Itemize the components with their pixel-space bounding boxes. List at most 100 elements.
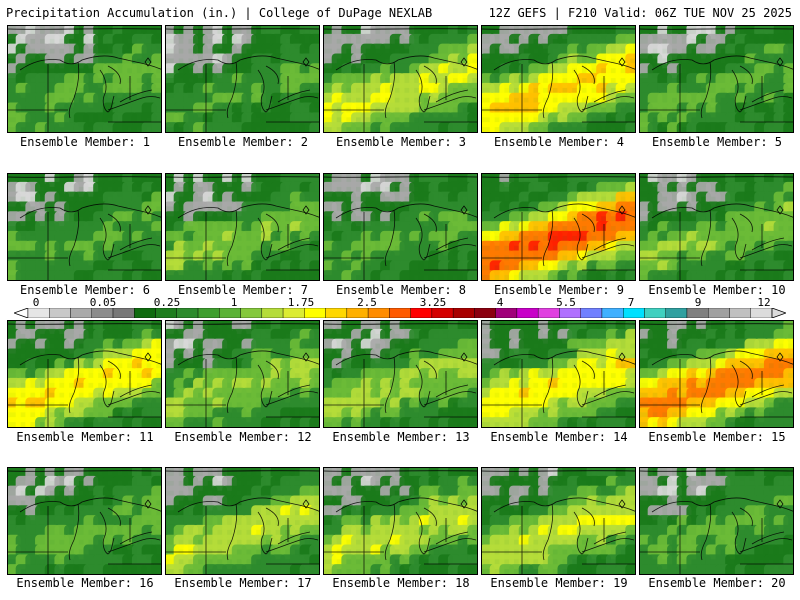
precipitation-map bbox=[482, 321, 635, 427]
colorbar-bin bbox=[325, 308, 348, 318]
colorbar-tick-label: 9 bbox=[694, 296, 702, 309]
member-caption: Ensemble Member: 19 bbox=[490, 576, 628, 590]
precipitation-map bbox=[482, 26, 635, 132]
member-caption: Ensemble Member: 10 bbox=[648, 283, 786, 297]
precipitation-map bbox=[166, 468, 319, 574]
colorbar-bin bbox=[516, 308, 539, 318]
precipitation-map bbox=[640, 468, 793, 574]
ensemble-panel bbox=[323, 173, 478, 281]
colorbar-bin bbox=[367, 308, 390, 318]
colorbar-bin bbox=[27, 308, 50, 318]
colorbar-bin bbox=[665, 308, 688, 318]
colorbar-bin bbox=[70, 308, 92, 318]
ensemble-panel bbox=[323, 25, 478, 133]
precipitation-map bbox=[640, 174, 793, 280]
ensemble-panel bbox=[639, 25, 794, 133]
colorbar-tick-label: 12 bbox=[757, 296, 771, 309]
member-caption: Ensemble Member: 16 bbox=[16, 576, 154, 590]
colorbar-bin bbox=[155, 308, 178, 318]
precipitation-map bbox=[324, 174, 477, 280]
ensemble-panel bbox=[7, 25, 162, 133]
ensemble-panel bbox=[7, 467, 162, 575]
precipitation-map bbox=[640, 321, 793, 427]
colorbar-bin bbox=[623, 308, 645, 318]
member-caption: Ensemble Member: 11 bbox=[16, 430, 154, 444]
colorbar bbox=[14, 308, 786, 318]
member-caption: Ensemble Member: 4 bbox=[493, 135, 625, 149]
ensemble-panel bbox=[165, 320, 320, 428]
ensemble-panel bbox=[639, 467, 794, 575]
colorbar-tick-label: 4 bbox=[496, 296, 504, 309]
colorbar-tick-label: 5.5 bbox=[556, 296, 576, 309]
member-caption: Ensemble Member: 5 bbox=[651, 135, 783, 149]
member-caption: Ensemble Member: 12 bbox=[174, 430, 312, 444]
precipitation-map bbox=[8, 26, 161, 132]
colorbar-tick-label: 1.75 bbox=[287, 296, 315, 309]
ensemble-panel bbox=[7, 320, 162, 428]
colorbar-bin bbox=[112, 308, 135, 318]
member-caption: Ensemble Member: 9 bbox=[493, 283, 625, 297]
colorbar-bin bbox=[176, 308, 199, 318]
precipitation-map bbox=[640, 26, 793, 132]
precipitation-map bbox=[166, 174, 319, 280]
ensemble-panel bbox=[323, 467, 478, 575]
colorbar-bin bbox=[91, 308, 114, 318]
colorbar-tick-label: 3.25 bbox=[419, 296, 447, 309]
ensemble-panel bbox=[481, 173, 636, 281]
colorbar-bin bbox=[537, 308, 560, 318]
ensemble-panel bbox=[165, 467, 320, 575]
colorbar-bin bbox=[580, 308, 603, 318]
ensemble-panel bbox=[639, 173, 794, 281]
member-caption: Ensemble Member: 20 bbox=[648, 576, 786, 590]
ensemble-panel bbox=[7, 173, 162, 281]
colorbar-tick-label: 2.5 bbox=[357, 296, 377, 309]
colorbar-bin bbox=[219, 308, 241, 318]
member-caption: Ensemble Member: 1 bbox=[19, 135, 151, 149]
colorbar-bin bbox=[686, 308, 709, 318]
header: Precipitation Accumulation (in.) | Colle… bbox=[0, 0, 800, 22]
colorbar-bin bbox=[729, 308, 751, 318]
member-caption: Ensemble Member: 8 bbox=[335, 283, 467, 297]
member-caption: Ensemble Member: 3 bbox=[335, 135, 467, 149]
colorbar-bin bbox=[559, 308, 581, 318]
colorbar-tick-label: 1 bbox=[230, 296, 238, 309]
colorbar-bin bbox=[410, 308, 433, 318]
colorbar-tick-label: 0.05 bbox=[89, 296, 117, 309]
member-caption: Ensemble Member: 7 bbox=[177, 283, 309, 297]
precipitation-map bbox=[482, 174, 635, 280]
precipitation-map bbox=[8, 174, 161, 280]
colorbar-bin bbox=[452, 308, 475, 318]
colorbar-bin bbox=[601, 308, 624, 318]
precipitation-map bbox=[166, 26, 319, 132]
member-caption: Ensemble Member: 2 bbox=[177, 135, 309, 149]
colorbar-bin bbox=[261, 308, 284, 318]
colorbar-bin bbox=[644, 308, 666, 318]
member-caption: Ensemble Member: 18 bbox=[332, 576, 470, 590]
precipitation-map bbox=[482, 468, 635, 574]
precipitation-map bbox=[324, 321, 477, 427]
colorbar-bin bbox=[240, 308, 263, 318]
ensemble-panel bbox=[481, 25, 636, 133]
colorbar-bin bbox=[495, 308, 518, 318]
colorbar-bin bbox=[304, 308, 326, 318]
colorbar-bin bbox=[134, 308, 156, 318]
colorbar-tick-label: 0 bbox=[32, 296, 40, 309]
ensemble-panel bbox=[639, 320, 794, 428]
member-caption: Ensemble Member: 17 bbox=[174, 576, 312, 590]
member-caption: Ensemble Member: 15 bbox=[648, 430, 786, 444]
precipitation-map bbox=[8, 321, 161, 427]
member-caption: Ensemble Member: 14 bbox=[490, 430, 628, 444]
colorbar-bin bbox=[197, 308, 220, 318]
ensemble-panel bbox=[165, 173, 320, 281]
colorbar-bin bbox=[750, 308, 773, 318]
colorbar-bin bbox=[346, 308, 369, 318]
precipitation-map bbox=[324, 26, 477, 132]
ensemble-panel bbox=[323, 320, 478, 428]
run-valid-time: 12Z GEFS | F210 Valid: 06Z TUE NOV 25 20… bbox=[488, 6, 792, 20]
colorbar-bin bbox=[708, 308, 730, 318]
colorbar-bin bbox=[431, 308, 454, 318]
ensemble-panel bbox=[481, 320, 636, 428]
colorbar-tick-label: 7 bbox=[627, 296, 635, 309]
colorbar-bin bbox=[389, 308, 411, 318]
precipitation-map bbox=[8, 468, 161, 574]
